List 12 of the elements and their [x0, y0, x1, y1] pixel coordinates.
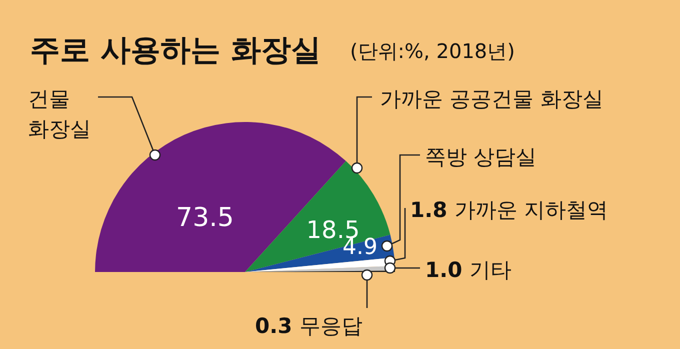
slice-label: 건물 화장실 — [28, 87, 91, 141]
data-label: 0.3 — [255, 314, 300, 338]
data-label: 1.8 — [410, 198, 455, 222]
chart-subtitle: (단위:%, 2018년) — [350, 39, 515, 63]
chart-title: 주로 사용하는 화장실 — [30, 33, 321, 68]
slice-label: 가까운 지하철역 — [454, 198, 608, 222]
data-label: 73.5 — [176, 203, 234, 233]
slice-label: 가까운 공공건물 화장실 — [380, 87, 604, 111]
slice-label: 쪽방 상담실 — [425, 145, 537, 169]
data-label: 1.0 — [425, 258, 470, 282]
slice-label: 기타 — [470, 258, 512, 282]
slice-label: 무응답 — [300, 314, 363, 338]
